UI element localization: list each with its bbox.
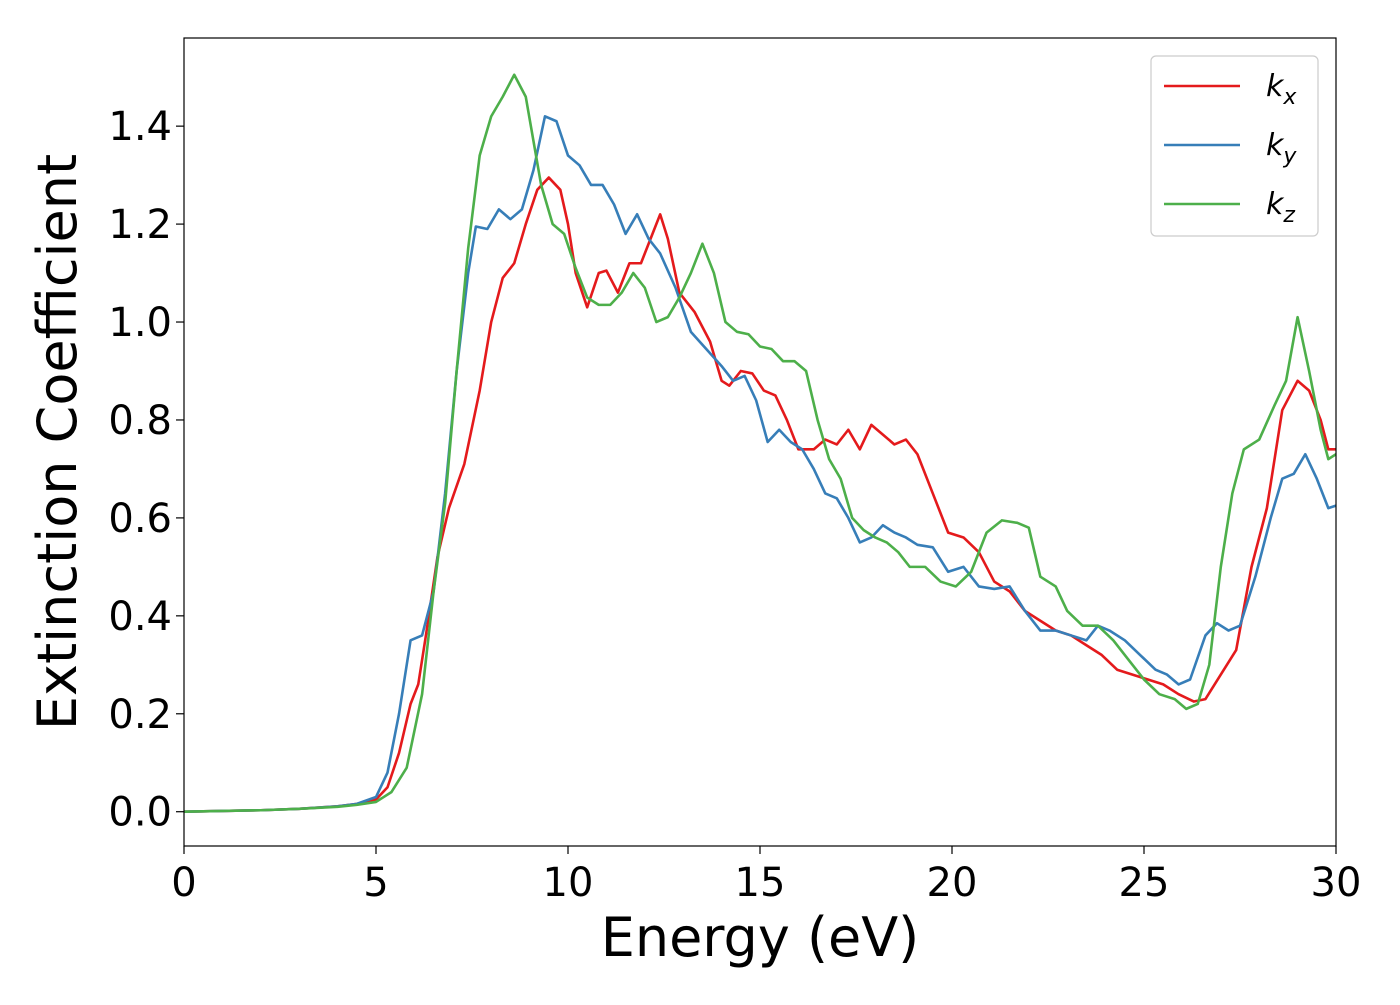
x-axis-title: Energy (eV)	[601, 906, 920, 969]
series-line-x	[184, 176, 1336, 814]
x-axis-ticks: 0 5 10 15 20 25 30	[171, 846, 1361, 906]
y-tick-label: 1.0	[108, 300, 172, 346]
x-tick-label: 5	[363, 860, 388, 906]
series-line-y	[184, 115, 1336, 814]
y-axis-title: Extinction Coefficient	[26, 154, 89, 730]
x-tick-label: 30	[1311, 860, 1362, 906]
x-tick-label: 10	[543, 860, 594, 906]
y-tick-label: 0.4	[108, 594, 172, 640]
series-line-z	[184, 73, 1336, 814]
legend-label-y: ky	[1266, 128, 1297, 169]
x-tick-label: 25	[1119, 860, 1170, 906]
legend-label-x: kx	[1266, 69, 1297, 110]
y-tick-label: 1.4	[108, 104, 172, 150]
y-tick-label: 0.8	[108, 398, 172, 444]
series-group	[184, 73, 1336, 814]
y-tick-label: 0.6	[108, 496, 172, 542]
y-tick-label: 0.0	[108, 790, 172, 836]
x-tick-label: 20	[927, 860, 978, 906]
y-tick-label: 1.2	[108, 202, 172, 248]
x-tick-label: 15	[735, 860, 786, 906]
y-axis-ticks: 0.0 0.2 0.4 0.6 0.8 1.0 1.2 1.4	[108, 104, 184, 836]
legend-label-z: kz	[1266, 187, 1295, 228]
x-tick-label: 0	[171, 860, 196, 906]
legend: kx ky kz	[1150, 55, 1319, 237]
y-tick-label: 0.2	[108, 692, 172, 738]
